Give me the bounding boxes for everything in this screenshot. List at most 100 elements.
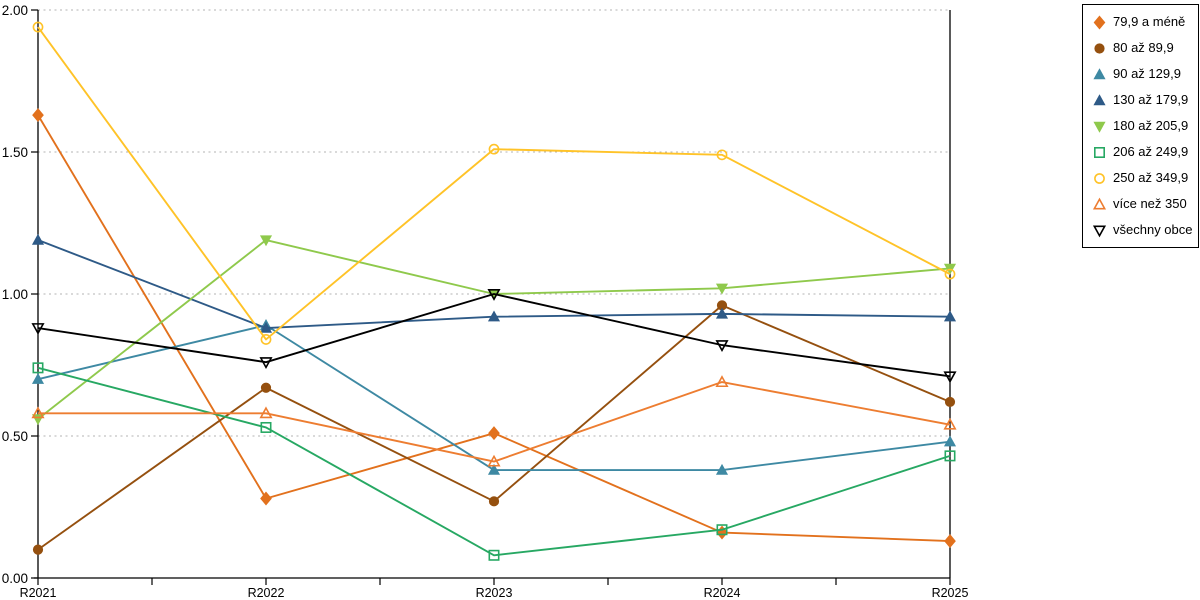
triangle-up-icon [1093,67,1106,79]
triangle-down-marker [715,283,729,295]
series-line [37,239,951,420]
legend-item-label: 130 až 179,9 [1113,92,1189,107]
legend-item-label: 79,9 a méně [1113,14,1186,29]
triangle-down-marker [31,323,45,335]
circle-marker [1094,172,1105,184]
x-tick-label: R2024 [704,586,741,600]
triangle-up-marker [487,463,501,475]
triangle-down-marker [259,235,273,247]
circle-marker [944,268,956,280]
legend-item-label: 180 až 205,9 [1113,118,1189,133]
legend-item: 79,9 a méně [1092,14,1192,30]
triangle-down-marker [1093,121,1106,133]
triangle-down-marker [943,371,957,384]
series-line [37,293,951,378]
y-tick-label: 0.50 [2,429,28,444]
series-4 [31,235,957,426]
circle-marker [32,21,44,33]
series-line [38,381,951,463]
series-7 [31,375,957,467]
legend-item-label: 206 až 249,9 [1113,144,1189,159]
square-marker [1094,146,1105,158]
circle-marker [488,496,500,507]
circle-marker [32,544,44,555]
x-tick-label: R2025 [932,586,969,600]
circle-icon [1094,42,1105,54]
legend-item-label: 80 až 89,9 [1113,40,1174,55]
x-tick-label: R2023 [476,586,513,600]
series-line [37,366,951,557]
triangle-up-marker [943,417,957,430]
legend-item: 90 až 129,9 [1092,66,1192,82]
triangle-up-marker [943,310,957,322]
circle-marker [260,334,272,345]
square-marker [716,524,728,536]
triangle-up-marker [31,406,45,419]
circle-marker [488,143,500,155]
series-line [37,26,951,341]
triangle-up-marker [1092,197,1107,209]
y-tick-label: 2.00 [2,3,28,18]
triangle-up-marker [487,310,501,322]
diamond-marker [944,534,956,549]
triangle-up-marker [715,307,729,319]
square-marker [488,549,500,561]
legend-item: 206 až 249,9 [1092,144,1192,160]
triangle-up-marker [487,454,501,467]
y-tick-label: 0.00 [2,571,28,586]
triangle-down-icon [1093,121,1106,133]
square-marker [260,421,272,433]
triangle-down-icon [1092,225,1107,237]
square-marker [32,362,44,374]
diamond-marker [260,491,272,506]
triangle-up-icon [1092,197,1107,209]
series-line [37,114,951,543]
y-tick-label: 1.00 [2,287,28,302]
triangle-down-marker [1092,225,1107,237]
legend-item: 80 až 89,9 [1092,40,1192,56]
x-tick-label: R2021 [20,586,57,600]
triangle-down-marker [487,288,501,301]
diamond-icon [1093,15,1106,29]
triangle-up-marker [1093,93,1106,105]
triangle-down-marker [259,357,273,370]
diamond-marker [488,426,500,441]
triangle-up-marker [31,372,45,384]
legend-item: 130 až 179,9 [1092,92,1192,108]
legend-item: 250 až 349,9 [1092,170,1192,186]
triangle-up-marker [259,321,273,333]
legend: 79,9 a méně 80 až 89,9 90 až 129,9 130 až 1… [1082,4,1199,248]
legend-item-label: 90 až 129,9 [1113,66,1181,81]
triangle-up-marker [715,463,729,475]
square-marker [944,450,956,462]
series-6 [32,21,956,345]
legend-item: všechny obce [1092,222,1193,238]
diamond-marker [1093,15,1106,29]
y-tick-label: 1.50 [2,145,28,160]
legend-item-label: všechny obce [1113,222,1193,237]
triangle-up-marker [31,233,45,245]
diamond-marker [32,108,44,123]
triangle-up-marker [1093,67,1106,79]
circle-icon [1094,172,1105,184]
triangle-up-marker [943,435,957,447]
circle-marker [716,149,728,161]
series-0 [32,108,956,549]
triangle-up-marker [715,375,729,388]
circle-marker [1094,42,1105,54]
triangle-up-icon [1093,93,1106,105]
circle-marker [944,396,956,408]
series-8 [31,288,957,384]
x-tick-label: R2022 [248,586,285,600]
circle-marker [260,382,272,393]
legend-item-label: 250 až 349,9 [1113,170,1189,185]
legend-item-label: více než 350 [1113,196,1187,211]
triangle-down-marker [715,340,729,352]
square-icon [1094,146,1105,158]
legend-item: 180 až 205,9 [1092,118,1192,134]
series-1 [32,300,956,555]
triangle-up-marker [259,406,273,419]
series-5 [32,362,956,561]
